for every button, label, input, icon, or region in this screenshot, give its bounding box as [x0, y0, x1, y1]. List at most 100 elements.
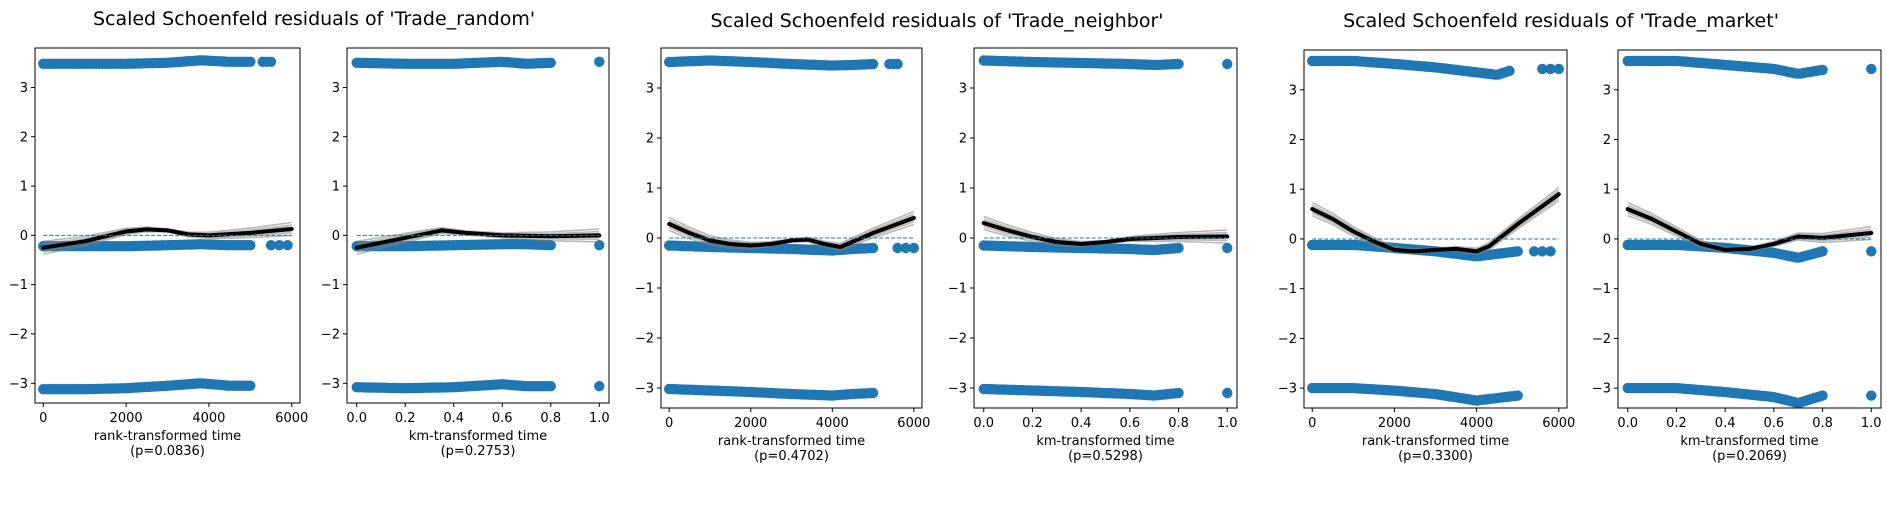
y-tick-label: 1 — [959, 182, 967, 197]
residual-point — [1537, 246, 1548, 257]
axes-frame — [34, 47, 301, 404]
y-tick-label: 2 — [959, 132, 967, 147]
residual-point — [1528, 246, 1540, 257]
x-tick-label: 0 — [665, 416, 673, 431]
x-tick-label: 0.4 — [1715, 416, 1736, 431]
x-tick-label: 2000 — [734, 416, 767, 431]
residual-point — [867, 58, 879, 70]
title-trade-neighbor: Scaled Schoenfeld residuals of 'Trade_ne… — [710, 10, 1163, 32]
y-tick-label: 2 — [332, 130, 340, 145]
axes-frame — [1617, 49, 1882, 409]
residual-point — [245, 56, 256, 68]
y-tick-label: −3 — [9, 377, 28, 392]
residual-point — [1173, 58, 1184, 70]
residual-point — [1553, 63, 1564, 75]
x-tick-label: 1.0 — [589, 411, 610, 426]
residual-point — [594, 381, 605, 392]
y-tick-label: −1 — [948, 282, 967, 297]
panel-trade-market-km: −3 −2 −1 0 1 2 3 0.0 0.2 0.4 0.6 0.8 1.0 km-transform… — [1592, 49, 1882, 464]
residual-point — [545, 381, 556, 392]
p-value-label: (p=0.0836) — [130, 444, 205, 459]
x-tick-label: 0.2 — [1666, 416, 1687, 431]
p-value-label: (p=0.2069) — [1712, 449, 1787, 464]
x-axis-label: rank-transformed time — [1362, 434, 1509, 449]
residual-point — [594, 240, 605, 251]
y-tick-label: 0 — [20, 229, 28, 244]
x-tick-label: 1.0 — [1861, 416, 1882, 431]
panel-trade-random-km: −3 −2 −1 0 1 2 3 0.0 0.2 0.4 0.6 0.8 1.0 km-transform… — [321, 47, 610, 459]
residual-point — [265, 240, 277, 251]
residual-point — [900, 242, 911, 254]
x-tick-label: 0.0 — [346, 411, 367, 426]
x-axis-label: km-transformed time — [409, 429, 547, 444]
y-tick-label: −1 — [321, 278, 340, 293]
y-tick-label: 3 — [959, 82, 967, 97]
residual-point — [594, 56, 605, 68]
y-tick-label: 3 — [20, 81, 28, 96]
residual-point — [1512, 246, 1523, 257]
residual-point — [1222, 58, 1233, 70]
lowess-smooth-line — [41, 227, 294, 250]
residual-point — [1222, 387, 1233, 399]
lowess-smooth-line — [354, 228, 602, 250]
x-tick-label: 0.0 — [973, 416, 994, 431]
p-value-label: (p=0.2753) — [441, 444, 516, 459]
residual-point — [545, 57, 556, 68]
y-tick-label: 0 — [332, 229, 340, 244]
x-tick-label: 0 — [39, 411, 47, 426]
lowess-smooth-line — [1625, 207, 1874, 252]
residual-point — [1866, 390, 1877, 401]
y-tick-label: −2 — [321, 327, 340, 342]
axes-frame — [1303, 49, 1568, 409]
x-axis-label: km-transformed time — [1680, 434, 1818, 449]
p-value-label: (p=0.3300) — [1398, 449, 1473, 464]
axes-frame — [660, 47, 923, 409]
y-tick-label: 0 — [959, 232, 967, 247]
residual-point — [545, 240, 556, 251]
bootstrap-smooth-line — [356, 226, 600, 243]
residual-point — [1537, 63, 1548, 75]
residual-point — [1504, 65, 1515, 77]
y-tick-label: −2 — [635, 332, 654, 347]
lowess-smooth-line — [1310, 192, 1561, 254]
x-tick-label: 0.4 — [1071, 416, 1092, 431]
residual-point — [867, 242, 879, 254]
y-tick-label: −2 — [1592, 332, 1611, 347]
x-tick-label: 1.0 — [1217, 416, 1238, 431]
x-tick-label: 0.8 — [1812, 416, 1833, 431]
x-tick-label: 6000 — [897, 416, 930, 431]
residual-point — [867, 387, 879, 399]
residual-point — [245, 240, 256, 251]
residual-point — [892, 242, 903, 254]
x-tick-label: 4000 — [816, 416, 849, 431]
x-tick-label: 0.6 — [1764, 416, 1785, 431]
y-tick-label: 0 — [646, 232, 654, 247]
axes-frame — [346, 47, 610, 404]
y-tick-label: −1 — [9, 278, 28, 293]
residual-point — [1817, 64, 1828, 76]
y-tick-label: −1 — [1278, 282, 1297, 297]
residual-point — [274, 240, 285, 251]
y-tick-label: 1 — [332, 180, 340, 195]
residual-point — [1512, 390, 1523, 401]
y-tick-label: 3 — [332, 81, 340, 96]
y-tick-label: −2 — [948, 332, 967, 347]
residual-point — [1817, 390, 1828, 401]
p-value-label: (p=0.4702) — [754, 449, 829, 464]
y-tick-label: −3 — [1592, 382, 1611, 397]
y-tick-label: −3 — [635, 382, 654, 397]
residual-point — [1173, 387, 1184, 399]
residual-point — [1866, 246, 1877, 257]
x-axis-label: rank-transformed time — [94, 429, 241, 444]
x-tick-label: 6000 — [275, 411, 308, 426]
x-tick-label: 0.6 — [492, 411, 513, 426]
y-tick-label: 2 — [1603, 133, 1611, 148]
axes-frame — [973, 47, 1238, 409]
residual-point — [1173, 242, 1184, 254]
y-tick-label: −3 — [1278, 382, 1297, 397]
title-trade-market: Scaled Schoenfeld residuals of 'Trade_ma… — [1343, 10, 1779, 32]
title-trade-random: Scaled Schoenfeld residuals of 'Trade_ra… — [93, 8, 535, 30]
y-tick-label: −1 — [1592, 282, 1611, 297]
residual-point — [1866, 63, 1877, 75]
